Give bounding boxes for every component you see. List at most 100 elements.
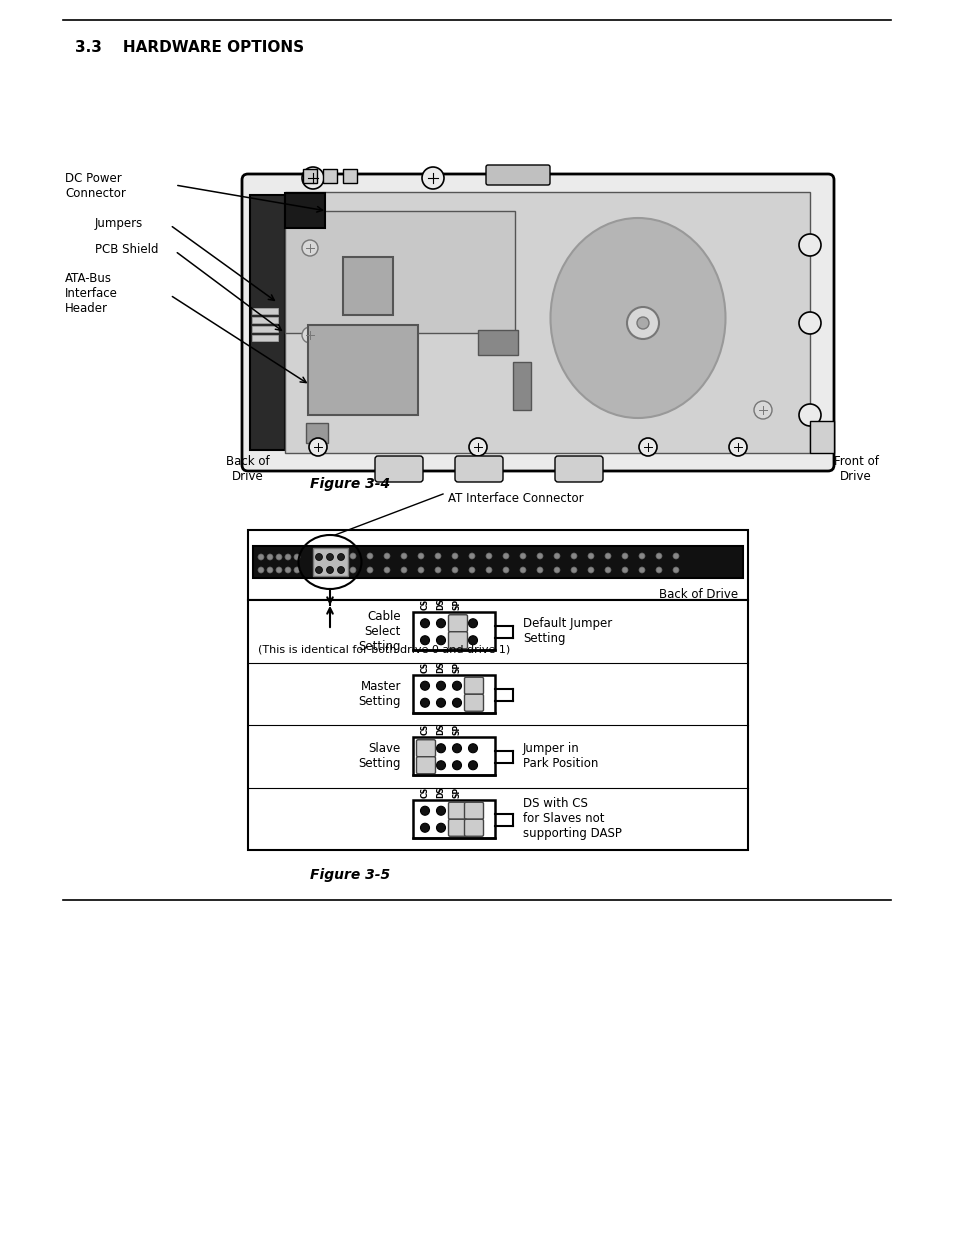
Text: SP: SP (452, 724, 461, 735)
FancyBboxPatch shape (464, 819, 483, 836)
Circle shape (468, 619, 477, 627)
Circle shape (420, 824, 429, 832)
Text: Default Jumper
Setting: Default Jumper Setting (522, 618, 612, 645)
FancyBboxPatch shape (464, 677, 483, 694)
Circle shape (468, 761, 477, 769)
FancyBboxPatch shape (464, 694, 483, 711)
Text: Slave
Setting: Slave Setting (358, 742, 400, 771)
Circle shape (571, 567, 577, 573)
FancyBboxPatch shape (485, 165, 550, 185)
FancyBboxPatch shape (448, 819, 467, 836)
Circle shape (436, 761, 445, 769)
Circle shape (452, 761, 461, 769)
Circle shape (537, 553, 542, 559)
Circle shape (417, 567, 423, 573)
Circle shape (267, 555, 273, 559)
FancyBboxPatch shape (448, 803, 467, 819)
Bar (513, 362, 531, 410)
Bar (477, 330, 517, 354)
Circle shape (285, 555, 291, 559)
Text: SP: SP (452, 662, 461, 673)
Bar (248, 600, 747, 850)
Bar (285, 211, 515, 333)
Circle shape (315, 567, 322, 573)
Bar (343, 169, 356, 183)
Circle shape (554, 553, 559, 559)
Text: Cable
Select
Setting: Cable Select Setting (358, 610, 400, 653)
Circle shape (420, 682, 429, 690)
Circle shape (604, 553, 610, 559)
Circle shape (337, 553, 344, 561)
Circle shape (452, 698, 461, 708)
Circle shape (452, 743, 461, 753)
Circle shape (468, 806, 477, 815)
Text: Jumpers: Jumpers (95, 217, 143, 230)
Circle shape (294, 555, 299, 559)
Circle shape (302, 327, 317, 343)
Circle shape (257, 555, 264, 559)
Circle shape (799, 233, 821, 256)
Text: DS: DS (436, 785, 445, 798)
FancyBboxPatch shape (416, 757, 435, 774)
Circle shape (502, 567, 509, 573)
Circle shape (468, 743, 477, 753)
Circle shape (554, 567, 559, 573)
Text: ATA-Bus
Interface
Header: ATA-Bus Interface Header (65, 272, 118, 315)
Circle shape (468, 698, 477, 708)
Circle shape (315, 553, 322, 561)
Text: PCB Shield: PCB Shield (95, 243, 158, 256)
Circle shape (587, 567, 594, 573)
Circle shape (435, 553, 440, 559)
Text: Figure 3-5: Figure 3-5 (310, 868, 390, 882)
Circle shape (302, 167, 324, 189)
Ellipse shape (550, 219, 724, 417)
Circle shape (468, 824, 477, 832)
Bar (413, 613, 495, 651)
Circle shape (400, 567, 407, 573)
Bar (250, 195, 285, 450)
FancyBboxPatch shape (448, 632, 467, 648)
Circle shape (469, 567, 475, 573)
Circle shape (435, 567, 440, 573)
Bar (413, 674, 495, 713)
Bar (285, 191, 809, 453)
Circle shape (326, 553, 334, 561)
Text: Front of
Drive: Front of Drive (833, 454, 878, 483)
Circle shape (452, 682, 461, 690)
Circle shape (452, 636, 461, 645)
Text: Back of Drive: Back of Drive (659, 588, 738, 601)
Circle shape (436, 682, 445, 690)
Text: CS: CS (420, 787, 429, 798)
Circle shape (285, 567, 291, 573)
Circle shape (485, 567, 492, 573)
Circle shape (420, 636, 429, 645)
Circle shape (302, 240, 317, 256)
Text: CS: CS (420, 724, 429, 735)
FancyBboxPatch shape (464, 803, 483, 819)
Circle shape (519, 553, 525, 559)
FancyBboxPatch shape (448, 615, 467, 632)
Bar (323, 169, 336, 183)
Circle shape (417, 553, 423, 559)
Text: DC Power
Connector: DC Power Connector (65, 172, 126, 200)
Circle shape (753, 401, 771, 419)
Circle shape (626, 308, 659, 338)
Circle shape (420, 743, 429, 753)
Circle shape (367, 553, 373, 559)
Circle shape (436, 824, 445, 832)
Circle shape (621, 567, 627, 573)
Circle shape (639, 438, 657, 456)
Text: Figure 3-4: Figure 3-4 (310, 477, 390, 492)
Text: CS: CS (420, 599, 429, 610)
Bar (252, 317, 277, 324)
Circle shape (799, 312, 821, 333)
Bar (413, 737, 495, 776)
Circle shape (452, 567, 457, 573)
FancyBboxPatch shape (555, 456, 602, 482)
Bar (248, 530, 747, 600)
Circle shape (436, 636, 445, 645)
Circle shape (420, 761, 429, 769)
Circle shape (637, 317, 648, 329)
Circle shape (309, 438, 327, 456)
Circle shape (384, 553, 390, 559)
